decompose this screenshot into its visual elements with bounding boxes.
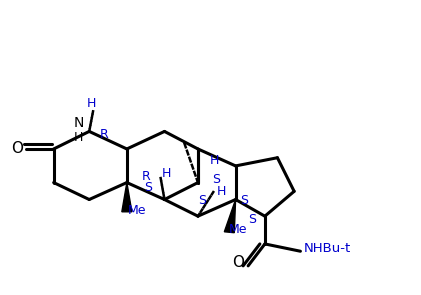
Text: S: S: [213, 173, 221, 186]
Text: H: H: [210, 154, 219, 167]
Text: H: H: [74, 131, 83, 144]
Text: O: O: [11, 142, 23, 156]
Text: R: R: [100, 128, 109, 141]
Text: R: R: [141, 170, 150, 183]
Polygon shape: [122, 183, 132, 212]
Text: S: S: [248, 213, 256, 226]
Text: Me: Me: [128, 204, 147, 217]
Text: S: S: [144, 181, 152, 194]
Polygon shape: [224, 199, 236, 233]
Text: O: O: [232, 255, 244, 271]
Text: H: H: [162, 167, 171, 180]
Text: H: H: [216, 185, 226, 198]
Text: H: H: [87, 97, 96, 110]
Text: S: S: [240, 194, 248, 207]
Text: Me: Me: [229, 223, 247, 236]
Text: NHBu-t: NHBu-t: [304, 242, 351, 255]
Text: S: S: [198, 194, 206, 206]
Text: N: N: [74, 116, 84, 130]
